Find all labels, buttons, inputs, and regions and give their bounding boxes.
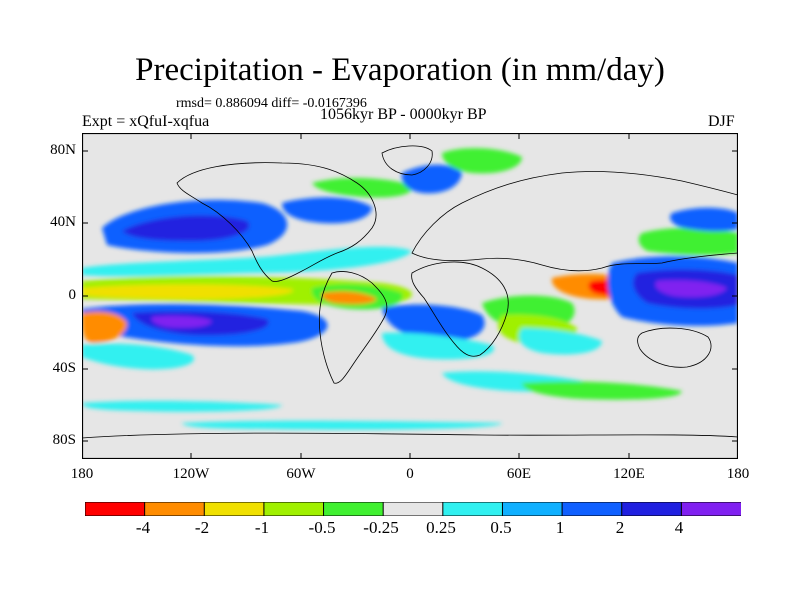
- colorbar-swatch: [501, 502, 564, 516]
- colorbar-label: 4: [674, 518, 684, 537]
- colorbar-label: -2: [194, 518, 210, 537]
- colorbar-swatch: [85, 502, 146, 516]
- colorbar-label: 0.25: [426, 518, 456, 537]
- colorbar-label: -0.5: [308, 518, 336, 537]
- lon-label-120e: 120E: [613, 466, 645, 482]
- coast-australia: [637, 327, 712, 368]
- lat-label-40s: 40S: [52, 360, 76, 376]
- coast-africa: [411, 261, 509, 357]
- colorbar-label: -0.25: [363, 518, 399, 537]
- lon-label-120w: 120W: [172, 466, 210, 482]
- world-map: [82, 133, 738, 459]
- lon-label-60e: 60E: [506, 466, 532, 482]
- lat-label-40n: 40N: [50, 214, 76, 230]
- colorbar-label: 0.5: [490, 518, 512, 537]
- coast-south-america: [318, 271, 388, 384]
- colorbar-swatch: [561, 502, 623, 516]
- colorbar-swatch: [323, 502, 385, 516]
- lat-label-80s: 80S: [52, 432, 76, 448]
- experiment-label: Expt = xQfuI-xqfua: [82, 113, 210, 130]
- coastlines: [82, 145, 738, 439]
- coast-north-america: [176, 162, 377, 282]
- map-ticks: [82, 133, 738, 459]
- colorbar-swatch: [382, 502, 444, 516]
- plot-title: Precipitation - Evaporation (in mm/day): [135, 52, 665, 88]
- colorbar-swatch: [621, 502, 683, 516]
- period-label: 1056kyr BP - 0000kyr BP: [320, 106, 487, 123]
- colorbar-swatch: [203, 502, 265, 516]
- lon-label-0: 0: [406, 466, 414, 482]
- colorbar-swatch: [680, 502, 741, 516]
- lon-label-60w: 60W: [286, 466, 316, 482]
- coast-eurasia: [411, 171, 738, 272]
- colorbar-swatch: [263, 502, 325, 516]
- field-shading: [82, 148, 738, 430]
- colorbar-label: 2: [615, 518, 625, 537]
- colorbar-swatch: [144, 502, 206, 516]
- colorbar: [85, 502, 741, 516]
- colorbar-label: 1: [555, 518, 565, 537]
- lon-label-180e: 180: [726, 466, 750, 482]
- stats-label: rmsd= 0.886094 diff= -0.0167396: [176, 96, 367, 111]
- coast-antarctica: [82, 432, 738, 439]
- coast-greenland: [381, 145, 433, 176]
- colorbar-label: -4: [135, 518, 151, 537]
- lat-label-80n: 80N: [50, 142, 76, 158]
- colorbar-swatch: [442, 502, 504, 516]
- colorbar-label: -1: [254, 518, 270, 537]
- season-label: DJF: [708, 113, 735, 130]
- lon-label-180w: 180: [70, 466, 94, 482]
- lat-label-0: 0: [68, 287, 77, 303]
